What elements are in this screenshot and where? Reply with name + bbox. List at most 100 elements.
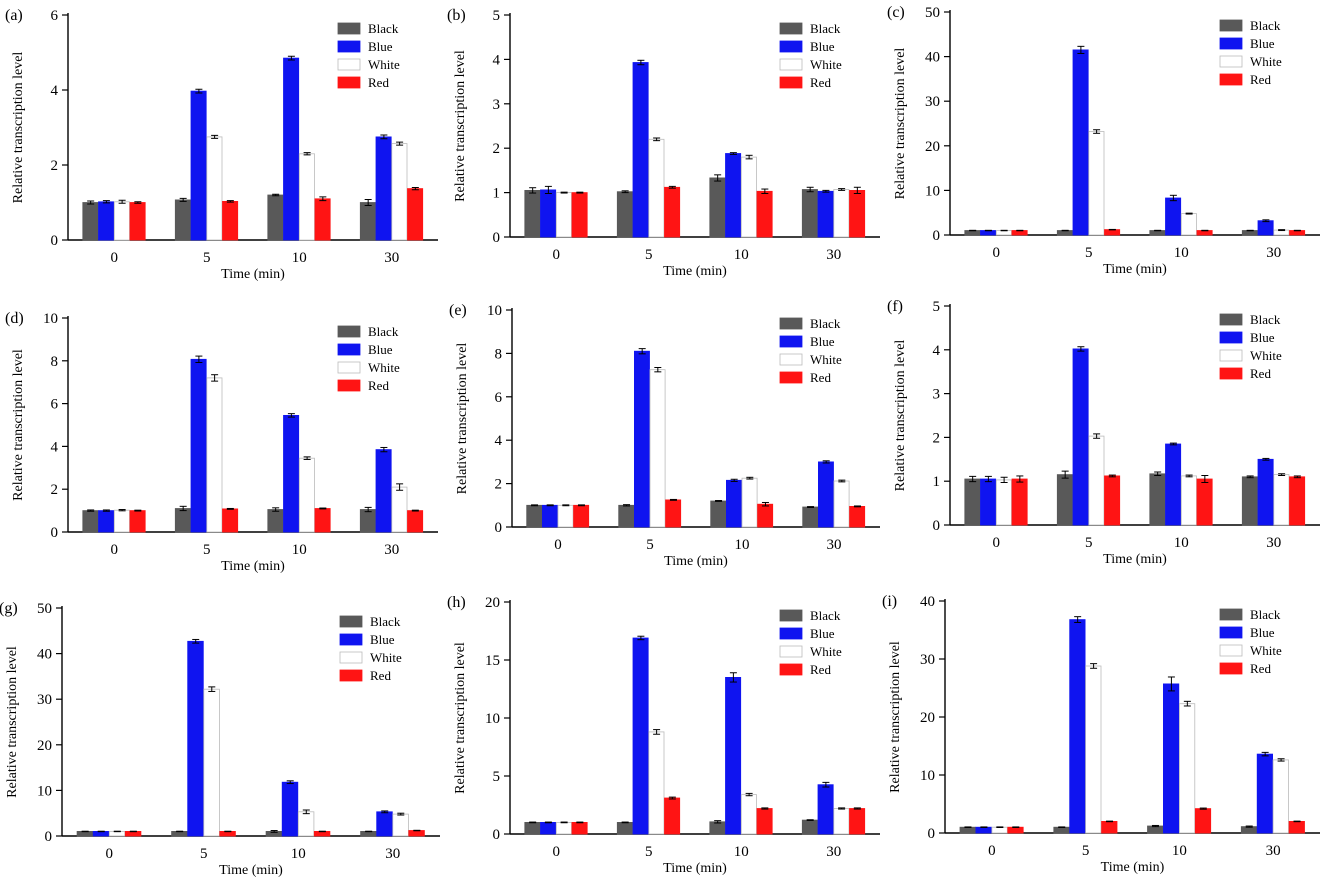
y-tick-label: 0 bbox=[493, 230, 501, 246]
bar-black bbox=[1241, 476, 1258, 526]
bar-white bbox=[1180, 475, 1197, 526]
bar-black bbox=[616, 822, 633, 835]
bar-white bbox=[206, 377, 223, 533]
chart-panel-f: 0 1 2 3 4 5 (f) Relative transcription level 0 5 1… bbox=[887, 298, 1320, 567]
bar-black bbox=[1149, 473, 1166, 526]
bar-red bbox=[407, 510, 424, 533]
y-tick-label: 10 bbox=[43, 311, 58, 327]
bar-white bbox=[740, 156, 757, 238]
y-axis-title: Relative transcription level bbox=[11, 349, 26, 501]
x-tick-label: 30 bbox=[1266, 843, 1281, 859]
legend-label-blue: Blue bbox=[810, 334, 835, 349]
legend-swatch-blue bbox=[1219, 331, 1243, 344]
x-tick-label: 0 bbox=[993, 245, 1001, 261]
x-axis-title: Time (min) bbox=[1103, 552, 1167, 567]
y-tick-label: 0 bbox=[928, 826, 936, 842]
y-axis-title: Relative transcription level bbox=[11, 52, 26, 204]
bar-red bbox=[1289, 476, 1306, 526]
bar-blue bbox=[725, 677, 742, 835]
bar-black bbox=[964, 478, 981, 526]
y-tick-label: 1 bbox=[493, 186, 501, 202]
y-axis-title: Relative transcription level bbox=[453, 50, 468, 202]
y-tick-label: 5 bbox=[493, 769, 501, 785]
legend-swatch-black bbox=[337, 22, 361, 35]
bar-blue bbox=[817, 190, 834, 238]
legend-label-blue: Blue bbox=[1250, 625, 1275, 640]
y-tick-label: 0 bbox=[933, 518, 941, 534]
bar-black bbox=[802, 506, 819, 528]
bar-black bbox=[526, 504, 543, 528]
bar-black bbox=[959, 826, 976, 834]
bar-blue bbox=[542, 504, 558, 528]
bar-white bbox=[206, 136, 223, 241]
bar-red bbox=[407, 188, 424, 241]
bar-blue bbox=[283, 414, 300, 533]
bar-white bbox=[649, 369, 666, 528]
y-tick-label: 2 bbox=[493, 141, 501, 157]
legend-label-blue: Blue bbox=[368, 342, 393, 357]
bar-black bbox=[524, 822, 541, 835]
bar-white bbox=[298, 153, 315, 241]
legend-swatch-blue bbox=[337, 40, 361, 53]
bar-blue bbox=[1257, 220, 1274, 236]
bar-red bbox=[573, 504, 590, 528]
legend-swatch-black bbox=[779, 317, 803, 330]
bar-white bbox=[203, 688, 220, 837]
x-tick-label: 5 bbox=[645, 247, 653, 263]
panel-label: (f) bbox=[887, 298, 903, 315]
y-tick-label: 50 bbox=[37, 601, 52, 617]
legend-swatch-white bbox=[779, 58, 803, 71]
x-tick-label: 10 bbox=[735, 537, 750, 553]
y-tick-label: 4 bbox=[493, 52, 501, 68]
bar-white bbox=[391, 143, 408, 241]
bar-blue bbox=[725, 153, 742, 238]
panel-label: (h) bbox=[447, 594, 466, 611]
panel-label: (i) bbox=[882, 593, 897, 610]
bar-blue bbox=[190, 90, 207, 241]
bar-white bbox=[648, 138, 665, 238]
legend-swatch-white bbox=[779, 353, 803, 366]
legend-label-red: Red bbox=[1250, 366, 1271, 381]
x-tick-label: 5 bbox=[646, 537, 654, 553]
legend-label-black: Black bbox=[1250, 18, 1281, 33]
legend-swatch-white bbox=[337, 58, 361, 71]
bar-blue bbox=[375, 136, 392, 241]
bar-red bbox=[571, 822, 588, 835]
chart-panel-d: 0 2 4 6 8 10 (d) Relative transcription level 0 5… bbox=[5, 310, 438, 574]
bar-black bbox=[801, 819, 818, 835]
y-tick-label: 10 bbox=[925, 183, 940, 199]
x-axis-title: Time (min) bbox=[219, 863, 283, 878]
legend-label-black: Black bbox=[1250, 607, 1281, 622]
legend-swatch-blue bbox=[339, 633, 363, 646]
bar-black bbox=[616, 191, 633, 238]
legend-label-white: White bbox=[368, 360, 400, 375]
legend-swatch-blue bbox=[337, 343, 361, 356]
x-tick-label: 30 bbox=[1266, 245, 1281, 261]
bar-black bbox=[709, 821, 726, 835]
y-tick-label: 5 bbox=[933, 299, 941, 315]
bar-blue bbox=[980, 478, 997, 526]
legend-label-white: White bbox=[810, 352, 842, 367]
y-tick-label: 4 bbox=[51, 439, 59, 455]
legend-label-black: Black bbox=[370, 614, 401, 629]
y-tick-label: 2 bbox=[51, 482, 59, 498]
legend-label-white: White bbox=[810, 57, 842, 72]
bar-red bbox=[129, 202, 146, 241]
bar-blue bbox=[1165, 443, 1182, 526]
legend-swatch-blue bbox=[1219, 37, 1243, 50]
y-tick-label: 2 bbox=[495, 477, 503, 493]
y-tick-label: 30 bbox=[925, 94, 940, 110]
x-axis-title: Time (min) bbox=[663, 861, 727, 876]
bar-white bbox=[1088, 131, 1105, 236]
legend-swatch-black bbox=[779, 609, 803, 622]
bar-blue bbox=[376, 811, 393, 837]
x-tick-label: 5 bbox=[1085, 535, 1093, 551]
bar-blue bbox=[98, 201, 115, 241]
y-tick-label: 10 bbox=[485, 711, 500, 727]
y-tick-label: 0 bbox=[51, 525, 59, 541]
chart-panel-a: 0 2 4 6 (a) Relative transcription level 0 5 10 3… bbox=[5, 7, 438, 282]
y-tick-label: 30 bbox=[920, 652, 935, 668]
y-tick-label: 40 bbox=[925, 50, 940, 66]
x-tick-label: 10 bbox=[1174, 535, 1189, 551]
bar-blue bbox=[726, 479, 742, 528]
